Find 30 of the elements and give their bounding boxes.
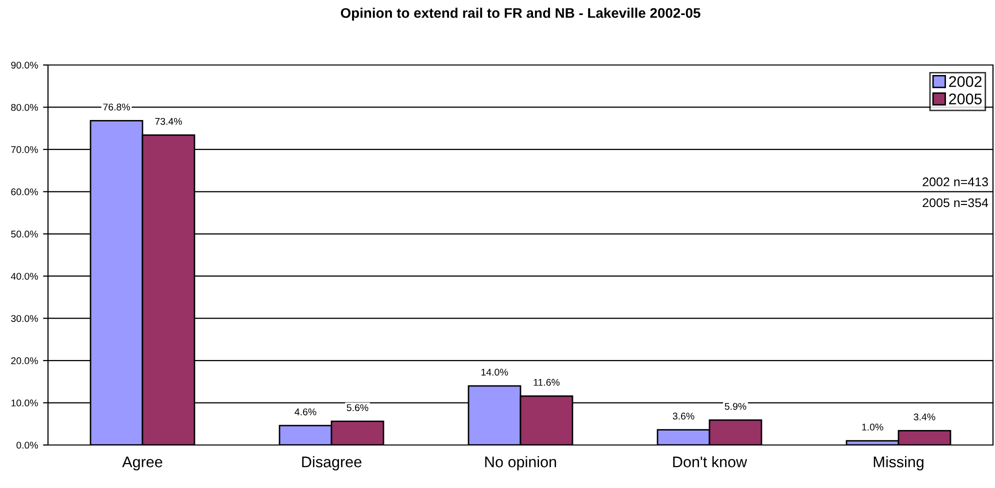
data-label: 4.6% (294, 408, 316, 416)
chart-title: Opinion to extend rail to FR and NB - Lakeville 2002-05 (340, 8, 700, 21)
y-tick-label: 90.0% (11, 62, 38, 69)
x-tick-label: Don't know (673, 456, 748, 468)
y-tick-label: 70.0% (11, 146, 38, 154)
data-label: 14.0% (481, 368, 508, 376)
y-tick-label: 0.0% (16, 442, 38, 449)
y-tick-label: 80.0% (11, 104, 38, 111)
data-label: 11.6% (534, 378, 560, 386)
legend-label: 2005 (949, 94, 982, 104)
data-label: 5.6% (346, 404, 368, 412)
annotation: 2005 n=354 (922, 198, 988, 208)
x-tick-label: Missing (874, 456, 924, 470)
data-label: 3.4% (914, 414, 936, 420)
x-tick-label: Agree (122, 456, 162, 470)
data-label: 73.4% (155, 118, 182, 125)
legend-label: 2002 (949, 76, 982, 87)
data-label: 76.8% (103, 104, 130, 110)
y-tick-label: 10.0% (11, 400, 38, 406)
y-tick-label: 40.0% (10, 272, 38, 280)
y-tick-label: 50.0% (11, 230, 38, 238)
y-tick-label: 60.0% (11, 188, 38, 196)
data-label: 3.6% (672, 412, 694, 420)
annotation: 2002 n=413 (922, 177, 988, 186)
y-tick-label: 20.0% (11, 357, 38, 364)
x-tick-label: Disagree (302, 456, 362, 470)
data-label: 5.9% (724, 402, 746, 410)
data-label: 1.0% (862, 424, 884, 431)
x-tick-label: No opinion (485, 456, 556, 470)
y-tick-label: 30.0% (11, 315, 38, 322)
